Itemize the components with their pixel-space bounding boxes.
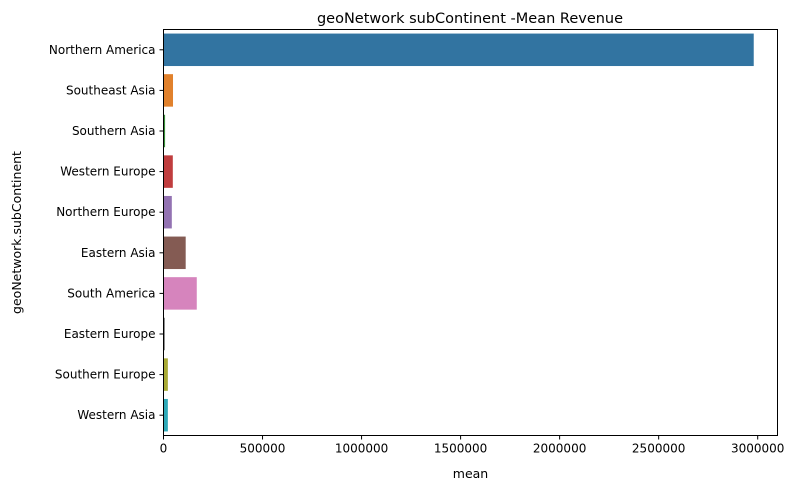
y-tick-label: Eastern Asia [81, 246, 156, 260]
bar-northern-america [163, 33, 754, 67]
x-tick-label: 500000 [240, 442, 286, 456]
y-tick-label: Eastern Europe [64, 327, 156, 341]
bar-western-asia [163, 398, 168, 432]
bar-south-america [163, 277, 197, 310]
x-axis: 0 500000 1000000 1500000 2000000 2500000 30000… [160, 435, 784, 456]
y-tick-label: Southeast Asia [66, 83, 156, 97]
y-tick-label: Southern Europe [55, 368, 156, 382]
bar-southern-asia [163, 114, 166, 148]
plot-frame [163, 29, 778, 436]
x-tick-label: 0 [160, 442, 168, 456]
x-tick-label: 1500000 [434, 442, 487, 456]
bar-eastern-asia [163, 236, 186, 270]
bar-southeast-asia [163, 74, 174, 107]
bar-southern-europe [163, 358, 168, 391]
y-tick-label: Northern Europe [56, 205, 155, 219]
y-tick-label: Western Europe [60, 165, 155, 179]
bar-eastern-europe [163, 317, 165, 351]
chart-title: geoNetwork subContinent -Mean Revenue [317, 11, 623, 27]
bars-layer [163, 33, 754, 432]
y-axis-label: geoNetwork.subContinent [9, 151, 24, 314]
y-tick-label: Western Asia [77, 408, 155, 422]
x-tick-label: 2000000 [533, 442, 586, 456]
x-tick-label: 1000000 [335, 442, 388, 456]
y-tick-label: South America [67, 286, 155, 300]
bar-western-europe [163, 155, 173, 188]
x-axis-label: mean [453, 466, 488, 481]
bar-northern-europe [163, 195, 172, 229]
y-tick-label: Southern Asia [72, 124, 156, 138]
x-tick-label: 3000000 [731, 442, 784, 456]
x-tick-label: 2500000 [632, 442, 685, 456]
y-axis: Northern America Southeast Asia Southern A… [49, 43, 164, 422]
y-tick-label: Northern America [49, 43, 156, 57]
